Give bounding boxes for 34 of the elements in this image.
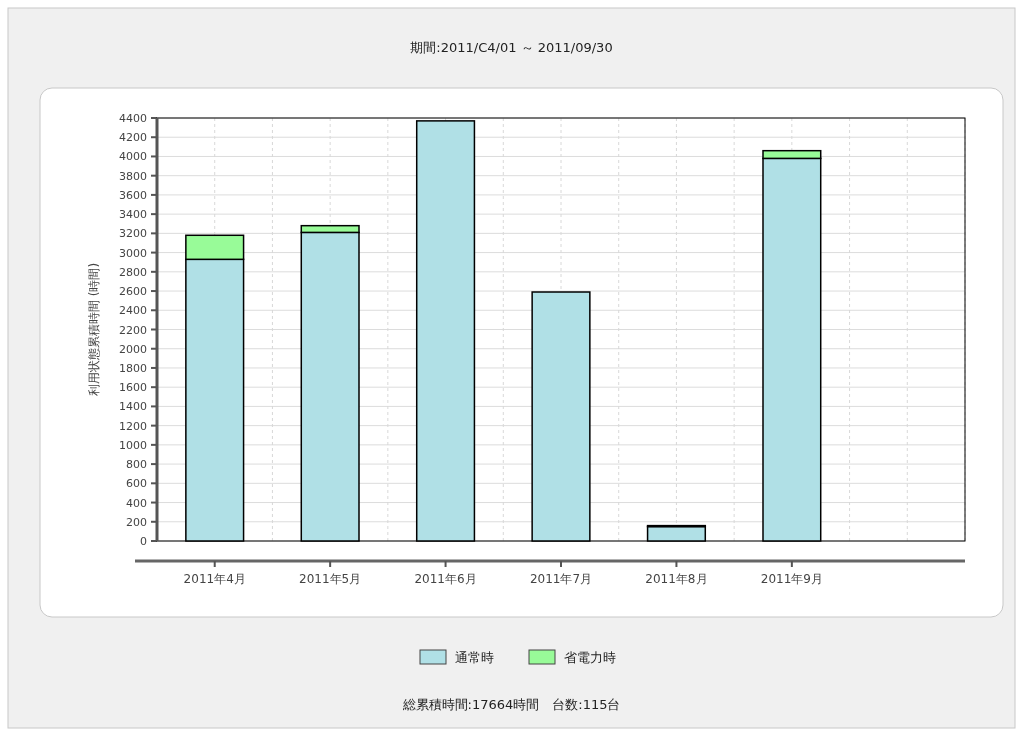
y-tick-label: 1600 <box>119 381 147 395</box>
y-tick-label: 3400 <box>119 208 147 222</box>
y-tick-label: 200 <box>126 515 147 529</box>
y-tick-label: 4000 <box>119 150 147 164</box>
y-tick-label: 3800 <box>119 169 147 183</box>
x-tick-label: 2011年7月 <box>529 572 593 586</box>
legend-label: 通常時 <box>455 650 494 665</box>
y-tick-label: 2200 <box>119 323 147 337</box>
y-tick-label: 2800 <box>119 265 147 279</box>
y-tick-label: 1200 <box>119 419 147 433</box>
y-tick-label: 400 <box>126 496 147 510</box>
chart-title: 期間:2011/C4/01 ～ 2011/09/30 <box>410 40 613 55</box>
y-tick-label: 3000 <box>119 246 147 260</box>
x-tick-label: 2011年6月 <box>414 572 477 586</box>
y-tick-label: 2400 <box>119 304 147 318</box>
y-axis-title: 利用状態累積時間 (時間) <box>87 262 101 397</box>
y-tick-label: 3200 <box>119 227 147 241</box>
x-tick-label: 2011年9月 <box>760 572 823 586</box>
y-tick-label: 600 <box>126 477 147 491</box>
legend-label: 省電力時 <box>564 650 616 665</box>
y-tick-label: 0 <box>140 535 147 548</box>
y-tick-label: 4400 <box>119 112 147 125</box>
y-tick-label: 2600 <box>119 285 147 299</box>
y-tick-label: 800 <box>126 458 147 472</box>
x-tick-label: 2011年8月 <box>645 572 708 586</box>
y-tick-label: 1400 <box>119 400 147 414</box>
y-tick-label: 1800 <box>119 361 147 375</box>
x-tick-label: 2011年4月 <box>183 572 246 586</box>
y-tick-label: 2000 <box>119 342 147 356</box>
x-tick-label: 2011年5月 <box>299 572 362 586</box>
y-tick-label: 3600 <box>119 188 147 202</box>
y-tick-label: 1000 <box>119 438 147 452</box>
y-tick-label: 4200 <box>119 131 147 145</box>
text: 総累積時間:17664時間 台数:115台 <box>401 697 621 712</box>
